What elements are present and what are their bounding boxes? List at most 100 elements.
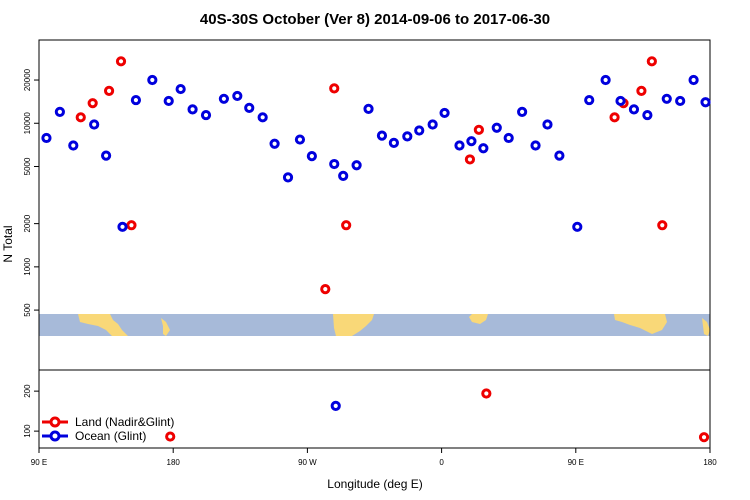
point-ocean [572,221,583,232]
point-land [103,85,115,97]
point-ocean [200,109,212,121]
point-ocean [257,112,268,123]
point-ocean [130,94,142,106]
legend-entry-ocean: Ocean (Glint) [42,429,146,443]
point-ocean [402,131,413,142]
point-ocean [147,74,158,86]
lower-plot-frame [38,369,711,449]
point-land [329,83,340,94]
point-ocean [294,134,306,145]
point-ocean [244,102,255,113]
point-ocean [554,150,565,161]
point-ocean [642,109,653,121]
map-strip [39,314,710,336]
point-ocean [363,103,374,114]
point-ocean [628,104,640,115]
land-south-america-2 [469,314,488,324]
point-ocean [101,150,112,161]
y-tick-label-lower: 200 [23,384,32,398]
point-ocean [517,106,528,117]
point-ocean [54,106,65,117]
data-points [41,56,711,443]
y-tick-label: 500 [23,303,32,317]
point-land-lower [165,431,176,442]
point-ocean [306,151,317,162]
point-ocean [338,170,349,181]
point-ocean [41,132,52,144]
x-tick-label: 90 E [568,458,584,467]
point-ocean [700,97,711,108]
point-ocean [376,130,388,141]
point-land [115,56,127,67]
x-tick-label: 0 [439,458,444,467]
point-land [341,220,352,231]
point-ocean [218,93,229,104]
x-tick-label: 90 W [298,458,317,467]
x-axis-label: Longitude (deg E) [327,477,422,491]
point-ocean [187,104,198,115]
point-ocean [282,172,294,183]
land-south-africa [333,314,374,336]
point-land [657,220,668,231]
x-axis: 90 E 180 90 W 0 90 E 180 [31,448,717,467]
y-tick-label-lower: 100 [23,424,32,438]
point-ocean [175,83,186,95]
y-tick-label: 10000 [23,112,32,135]
legend-label-ocean: Ocean (Glint) [75,429,146,443]
y-axis-main: 500 1000 2000 5000 10000 20000 [23,68,39,317]
point-land-lower [481,388,492,399]
point-ocean [491,122,502,133]
point-land [75,112,86,123]
legend-label-land: Land (Nadir&Glint) [75,415,174,429]
chart-title: 40S-30S October (Ver 8) 2014-09-06 to 20… [200,11,550,28]
point-ocean [688,74,699,86]
point-land [646,56,657,67]
point-ocean [503,132,514,144]
point-ocean [427,119,438,130]
point-ocean [615,95,626,107]
land-new-zealand-1 [161,318,170,336]
point-land-lower [698,432,710,443]
point-ocean [232,90,243,102]
point-land [87,98,98,109]
point-ocean [89,119,100,130]
point-ocean [351,160,362,171]
y-tick-label: 5000 [23,157,32,175]
point-ocean [600,74,611,86]
point-ocean [68,140,79,151]
point-ocean [478,143,489,154]
y-tick-label: 1000 [23,257,32,275]
land-south-america-1 [78,314,128,336]
point-land [464,154,476,165]
point-ocean [675,95,686,107]
point-ocean [454,140,465,151]
point-ocean [117,221,128,232]
point-ocean [269,138,280,149]
point-ocean [542,119,553,130]
y-axis-lower: 100 200 [23,384,39,438]
point-ocean [388,137,399,148]
point-land [320,283,331,295]
point-ocean [439,107,450,119]
point-ocean [584,94,595,106]
legend-entry-land: Land (Nadir&Glint) [42,415,174,429]
legend-marker-land [49,416,61,428]
y-tick-label: 2000 [23,214,32,232]
point-land [609,112,620,123]
point-ocean [466,136,477,147]
y-axis-label: N Total [1,225,15,262]
point-land [636,85,647,97]
legend-marker-ocean [49,430,61,442]
x-tick-label: 180 [703,458,717,467]
point-ocean-lower [330,400,341,411]
point-ocean [329,158,340,170]
legend: Land (Nadir&Glint) Ocean (Glint) [42,415,174,443]
point-ocean [661,93,672,104]
point-land [473,124,484,135]
point-ocean [414,125,425,136]
land-new-zealand-2 [702,318,710,336]
land-south-america-3 [614,314,667,334]
point-ocean [163,95,174,107]
x-tick-label: 90 E [31,458,47,467]
